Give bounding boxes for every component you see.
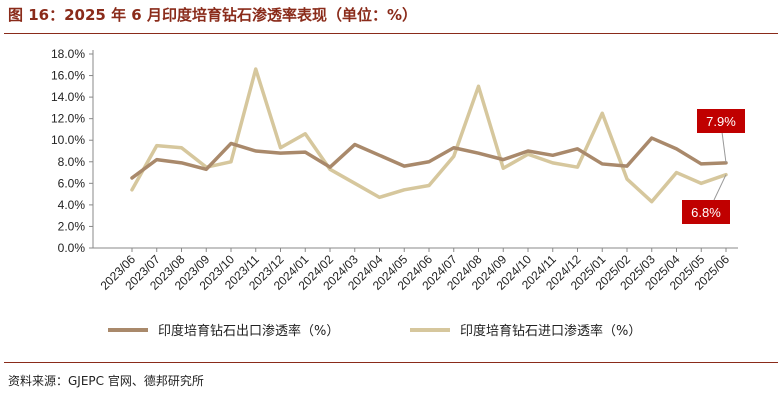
y-tick-label: 16.0%	[51, 69, 85, 83]
figure-title: 图 16：2025 年 6 月印度培育钻石渗透率表现（单位：%）	[8, 6, 417, 24]
callout-leader-import	[713, 174, 727, 201]
title-rule	[4, 33, 778, 34]
callout-label-export: 7.9%	[706, 114, 736, 129]
y-tick-label: 6.0%	[58, 176, 86, 190]
y-tick-label: 8.0%	[58, 155, 86, 169]
y-tick-label: 18.0%	[51, 47, 85, 61]
callout-box-export	[697, 109, 745, 133]
callout-leader-export	[721, 131, 727, 163]
callout-label-import: 6.8%	[691, 205, 721, 220]
y-tick-label: 10.0%	[51, 133, 85, 147]
y-tick-label: 14.0%	[51, 90, 85, 104]
legend-import-label: 印度培育钻石进口渗透率（%）	[460, 323, 641, 339]
export-penetration-line	[130, 136, 728, 180]
import-penetration-line	[130, 67, 728, 204]
y-tick-label: 4.0%	[58, 198, 86, 212]
y-tick-label: 12.0%	[51, 112, 85, 126]
y-tick-label: 0.0%	[58, 241, 86, 255]
legend-export-label: 印度培育钻石出口渗透率（%）	[158, 323, 339, 339]
source-rule	[4, 362, 778, 363]
source-note: 资料来源：GJEPC 官网、德邦研究所	[8, 374, 204, 388]
y-tick-label: 2.0%	[58, 219, 86, 233]
callout-box-import	[682, 200, 730, 224]
